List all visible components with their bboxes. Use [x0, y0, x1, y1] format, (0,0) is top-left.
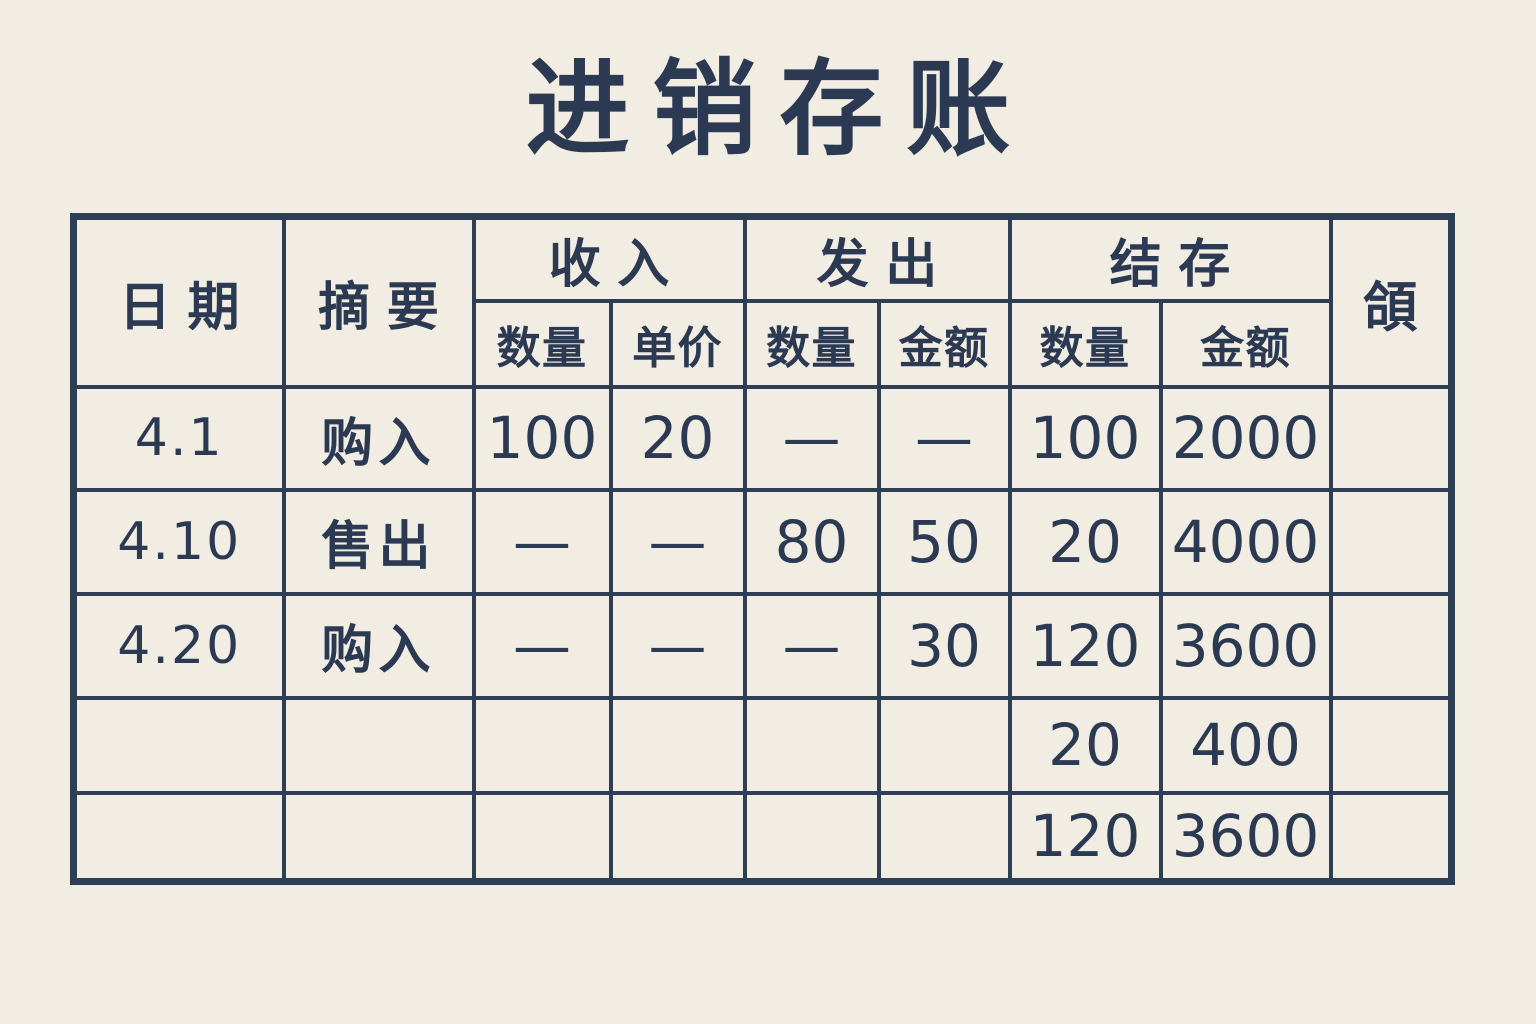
- header-sub-row: 数量 单价 数量 金额 数量 金额: [74, 298, 1452, 389]
- cell-out-amount: [876, 790, 1012, 884]
- cell-date: 4.1: [71, 384, 286, 492]
- cell-in-qty: —: [471, 487, 613, 596]
- cell-in-qty: [471, 695, 613, 795]
- cell-balance-amount: 400: [1158, 695, 1333, 795]
- cell-balance-amount: 4000: [1158, 487, 1333, 596]
- cell-in-price: —: [608, 591, 747, 700]
- table-row: 20 400: [71, 695, 1454, 795]
- header-issue-qty: 数量: [742, 298, 881, 389]
- cell-date: 4.10: [71, 487, 286, 596]
- cell-out-qty: —: [742, 591, 881, 700]
- cell-in-qty: —: [471, 591, 613, 700]
- inventory-ledger-table: 日期 摘要 收入 发出 结存 頜 数量 单价 数量 金额 数量 金额 4.1 购…: [70, 213, 1455, 885]
- cell-out-amount: [876, 695, 1012, 795]
- header-group-row: 日期 摘要 收入 发出 结存 頜: [71, 214, 1454, 389]
- header-income-group: 收入: [471, 214, 747, 303]
- cell-in-qty: 100: [471, 384, 613, 492]
- cell-remainder: [1328, 695, 1454, 795]
- header-balance-group: 结存: [1007, 214, 1333, 303]
- header-income-qty: 数量: [471, 298, 613, 389]
- cell-out-amount: 30: [876, 591, 1012, 700]
- cell-out-qty: [742, 790, 881, 884]
- cell-balance-amount: 3600: [1158, 790, 1333, 884]
- cell-balance-amount: 2000: [1158, 384, 1333, 492]
- cell-out-qty: —: [742, 384, 881, 492]
- header-balance-amount: 金额: [1158, 298, 1333, 389]
- cell-balance-qty: 20: [1007, 487, 1163, 596]
- cell-out-amount: 50: [876, 487, 1012, 596]
- cell-balance-qty: 20: [1007, 695, 1163, 795]
- cell-date: 4.20: [71, 591, 286, 700]
- cell-out-qty: [742, 695, 881, 795]
- page-title: 进销存账: [525, 48, 1034, 170]
- table-row: 4.10 售出 — — 80 50 20 4000: [71, 487, 1454, 596]
- table-row: 120 3600: [71, 790, 1454, 884]
- cell-balance-amount: 3600: [1158, 591, 1333, 700]
- cell-remainder: [1328, 591, 1454, 700]
- cell-in-price: —: [608, 487, 747, 596]
- cell-remainder: [1328, 384, 1454, 492]
- cell-in-price: 20: [608, 384, 747, 492]
- header-issue-amount: 金额: [876, 298, 1012, 389]
- table-row: 4.20 购入 — — — 30 120 3600: [71, 591, 1454, 700]
- cell-summary: 购入: [281, 384, 476, 492]
- cell-balance-qty: 120: [1007, 591, 1163, 700]
- cell-in-qty: [471, 790, 613, 884]
- header-income-price: 单价: [608, 298, 747, 389]
- cell-out-qty: 80: [742, 487, 881, 596]
- cell-remainder: [1328, 790, 1454, 884]
- cell-summary: 售出: [281, 487, 476, 596]
- header-issue-group: 发出: [742, 214, 1012, 303]
- header-summary: 摘要: [281, 214, 476, 389]
- header-balance-qty: 数量: [1007, 298, 1163, 389]
- header-remainder: 頜: [1328, 214, 1454, 389]
- cell-remainder: [1328, 487, 1454, 596]
- cell-date: [71, 790, 286, 884]
- cell-summary: 购入: [281, 591, 476, 700]
- cell-in-price: [608, 695, 747, 795]
- cell-date: [71, 695, 286, 795]
- cell-summary: [281, 695, 476, 795]
- cell-balance-qty: 120: [1007, 790, 1163, 884]
- cell-balance-qty: 100: [1007, 384, 1163, 492]
- cell-summary: [281, 790, 476, 884]
- cell-out-amount: —: [876, 384, 1012, 492]
- header-date: 日期: [71, 214, 286, 389]
- table-row: 4.1 购入 100 20 — — 100 2000: [71, 384, 1454, 492]
- cell-in-price: [608, 790, 747, 884]
